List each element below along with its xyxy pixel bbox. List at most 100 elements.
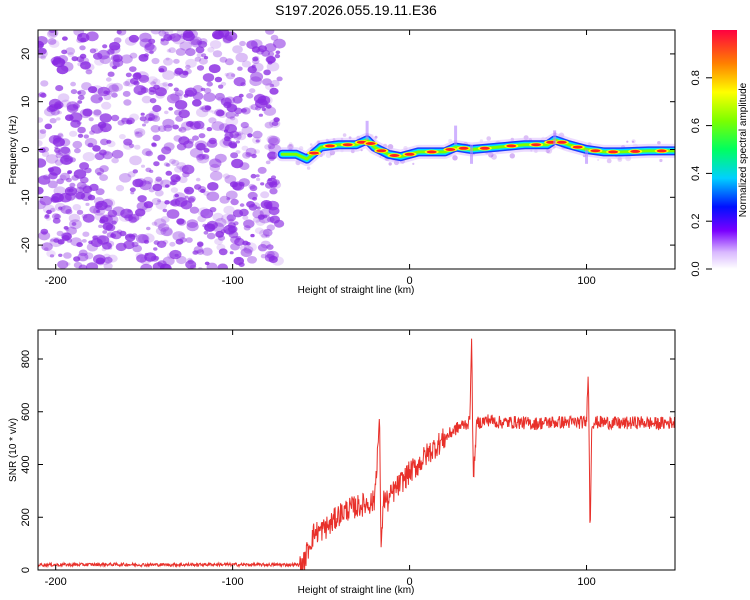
ridge-hotspot <box>531 143 542 147</box>
noise-blob <box>239 162 250 171</box>
noise-blob <box>96 209 101 213</box>
noise-blob <box>237 131 243 136</box>
noise-blob <box>60 146 71 154</box>
ridge-noise-blob <box>631 139 636 144</box>
noise-blob <box>192 250 198 255</box>
noise-blob <box>44 123 53 130</box>
ridge-hotspot <box>389 154 400 157</box>
noise-blob <box>58 59 66 65</box>
noise-blob <box>123 99 132 106</box>
noise-blob <box>40 92 47 98</box>
noise-blob <box>178 232 185 239</box>
noise-blob <box>102 44 108 49</box>
noise-blob <box>153 161 160 167</box>
x-tick-label: 0 <box>407 275 413 287</box>
ridge-hotspot <box>309 151 319 155</box>
noise-blob <box>99 216 109 223</box>
noise-blob <box>105 77 112 82</box>
noise-blob <box>119 173 132 183</box>
noise-blob <box>169 158 176 164</box>
noise-blob <box>206 191 220 202</box>
noise-blob <box>127 209 132 213</box>
noise-blob <box>212 212 224 222</box>
noise-blob <box>194 184 202 190</box>
noise-blob <box>265 55 276 64</box>
spectrogram-x-label: Height of straight line (km) <box>298 285 415 296</box>
noise-blob <box>185 260 197 269</box>
noise-blob <box>176 218 185 225</box>
noise-blob <box>163 162 170 167</box>
noise-blob <box>103 90 109 95</box>
noise-blob <box>125 72 132 78</box>
noise-blob <box>138 74 150 83</box>
noise-blob <box>267 135 281 146</box>
noise-blob <box>241 145 249 151</box>
noise-blob <box>165 170 173 176</box>
y-tick-label: 400 <box>20 455 32 473</box>
noise-blob <box>229 251 234 255</box>
noise-blob <box>67 170 73 174</box>
noise-blob <box>233 256 245 266</box>
noise-blob <box>148 38 156 44</box>
x-tick-label: -200 <box>45 576 67 588</box>
noise-blob <box>172 231 186 241</box>
noise-blob <box>150 125 161 133</box>
noise-blob <box>270 175 277 180</box>
noise-blob <box>224 58 234 66</box>
noise-blob <box>206 232 216 240</box>
noise-blob <box>264 121 274 129</box>
ridge-noise-blob <box>388 162 392 166</box>
noise-blob <box>187 138 195 144</box>
noise-blob <box>38 147 46 153</box>
noise-blob <box>43 174 50 180</box>
noise-scatter <box>38 30 286 269</box>
noise-blob <box>199 106 205 110</box>
noise-blob <box>224 174 237 184</box>
noise-blob <box>71 174 79 181</box>
noise-blob <box>203 92 216 102</box>
noise-blob <box>129 187 136 192</box>
noise-blob <box>270 79 280 88</box>
noise-blob <box>56 65 69 75</box>
snr-series-line <box>38 338 675 570</box>
noise-blob <box>266 61 280 72</box>
noise-blob <box>164 200 170 205</box>
noise-blob <box>200 87 206 92</box>
noise-blob <box>239 208 249 217</box>
noise-blob <box>49 254 55 258</box>
noise-blob <box>214 153 227 163</box>
noise-blob <box>59 155 73 165</box>
noise-blob <box>224 227 235 236</box>
noise-blob <box>212 33 220 40</box>
noise-blob <box>91 85 104 95</box>
noise-blob <box>241 126 253 135</box>
ridge-noise-blob <box>659 158 663 163</box>
noise-blob <box>274 54 281 59</box>
noise-blob <box>103 256 113 264</box>
noise-blob <box>208 109 213 113</box>
noise-blob <box>251 64 256 68</box>
ridge-hotspot <box>445 148 456 151</box>
noise-blob <box>178 128 183 132</box>
noise-blob <box>82 108 93 117</box>
noise-blob <box>247 255 257 264</box>
noise-blob <box>173 135 182 142</box>
noise-blob <box>136 233 149 244</box>
colorbar-ticks: 0.0 0.2 0.4 0.6 0.8 <box>690 70 712 277</box>
noise-blob <box>266 224 275 231</box>
noise-blob <box>269 181 278 188</box>
noise-blob <box>148 90 156 95</box>
noise-blob <box>89 48 97 54</box>
noise-blob <box>257 166 267 174</box>
noise-blob <box>71 222 77 226</box>
noise-blob <box>269 119 281 128</box>
noise-blob <box>38 140 43 147</box>
noise-blob <box>232 45 243 54</box>
noise-blob <box>163 124 173 132</box>
noise-blob <box>52 137 65 147</box>
noise-blob <box>151 57 160 65</box>
noise-blob <box>51 192 64 203</box>
noise-blob <box>245 152 252 158</box>
noise-blob <box>128 216 137 224</box>
noise-blob <box>185 237 193 243</box>
